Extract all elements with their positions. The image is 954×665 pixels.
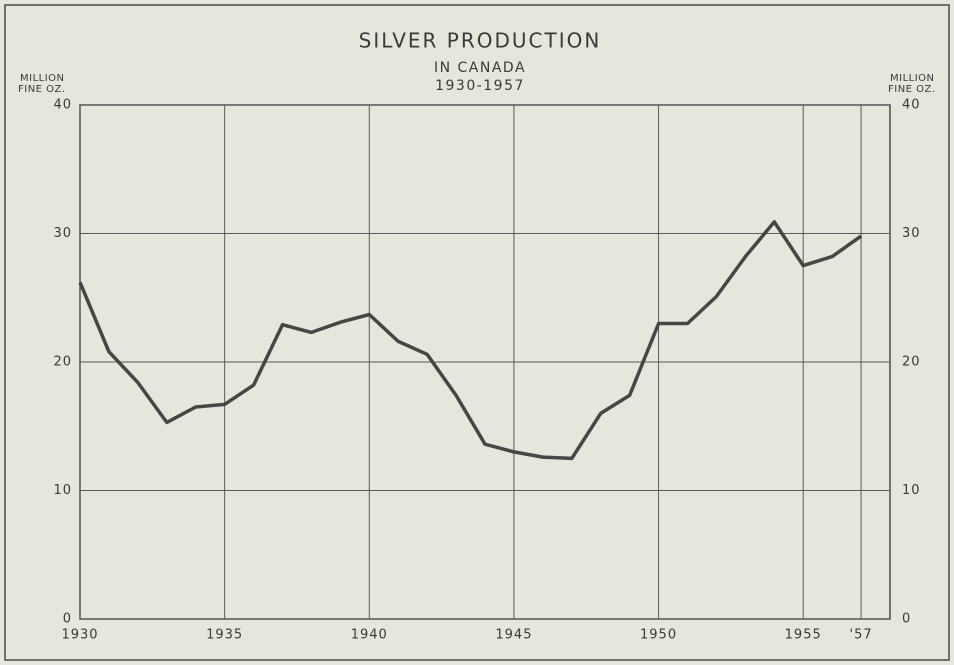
y2-axis-label: MILLION (890, 73, 935, 84)
x-tick-label: '57 (850, 628, 873, 643)
x-tick-label: 1950 (640, 628, 677, 643)
x-tick-label: 1935 (206, 628, 243, 643)
x-tick-label: 1955 (785, 628, 822, 643)
y-axis-label: MILLION (20, 73, 65, 84)
x-tick-label: 1940 (351, 628, 388, 643)
y2-tick-label: 10 (902, 483, 921, 498)
y-tick-label: 10 (53, 483, 72, 498)
y2-tick-label: 0 (902, 612, 911, 627)
x-tick-label: 1930 (61, 628, 98, 643)
y2-tick-label: 30 (902, 226, 921, 241)
page-frame (4, 4, 950, 661)
y2-tick-label: 20 (902, 355, 921, 370)
y-tick-label: 40 (53, 98, 72, 113)
data-line (78, 220, 863, 461)
y-tick-label: 0 (63, 612, 72, 627)
y2-tick-label: 40 (902, 98, 921, 113)
x-tick-label: 1945 (495, 628, 532, 643)
y-axis-label: FINE OZ. (18, 84, 66, 95)
y-tick-label: 20 (53, 355, 72, 370)
chart-subtitle: 1930-1957 (435, 78, 525, 94)
chart-subtitle: IN CANADA (434, 60, 526, 76)
chart-title: SILVER PRODUCTION (359, 29, 602, 53)
y2-axis-label: FINE OZ. (888, 84, 936, 95)
y-tick-label: 30 (53, 226, 72, 241)
